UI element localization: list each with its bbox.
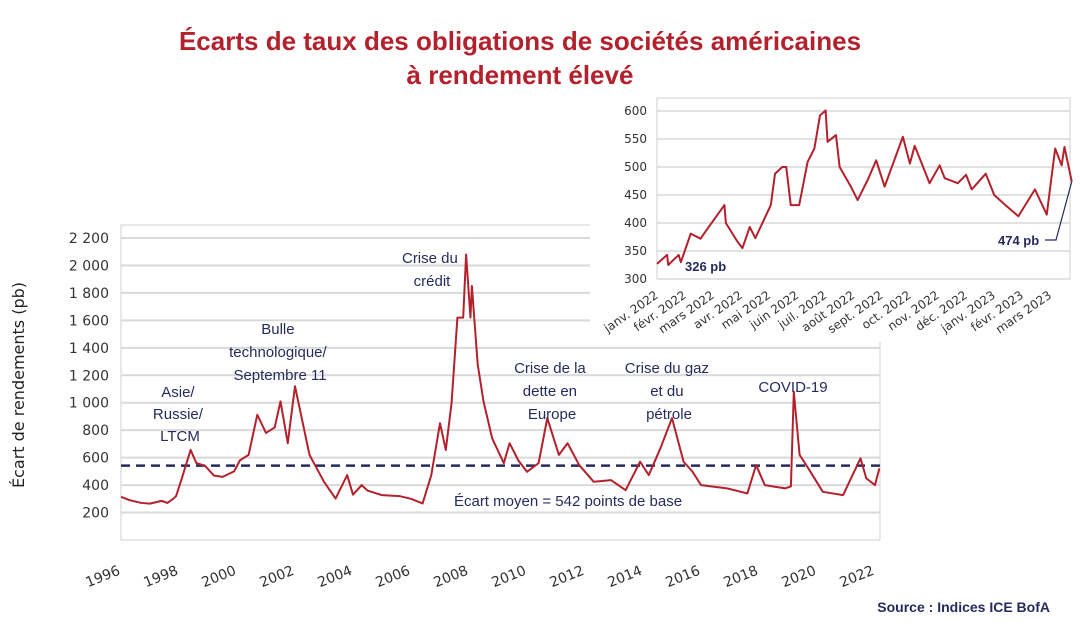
inset-y-tick-label: 450 [624,188,647,202]
annotation-tech-bubble: Bulle technologique/ Septembre 11 [229,321,331,384]
x-tick-label: 2020 [779,563,818,591]
y-tick-label: 2 200 [69,231,109,247]
x-tick-label: 2002 [257,563,296,591]
annotation-credit-crisis: Crise du crédit [402,250,462,290]
x-tick-label: 2016 [663,563,702,591]
annotation-line: et du [650,383,683,400]
annotation-line: Crise du [402,250,458,267]
average-spread-label: Écart moyen = 542 points de base [454,493,682,510]
spread-series-line [120,253,881,505]
chart-title-line-2: à rendement élevé [407,60,634,90]
y-tick-label: 1 000 [69,396,109,412]
annotation-line: LTCM [160,428,200,445]
y-tick-label: 200 [82,506,109,522]
y-tick-label: 1 800 [69,286,109,302]
annotation-line: technologique/ [229,344,327,361]
inset-y-tick-label: 400 [624,216,647,230]
annotation-line: Asie/ [161,384,195,401]
inset-end-leader-line [1045,181,1073,241]
annotation-asia-russia-ltcm: Asie/ Russie/ LTCM [153,384,207,445]
annotation-line: pétrole [646,406,692,423]
x-tick-label: 2018 [721,563,760,591]
x-tick-label: 2012 [547,563,586,591]
inset-series-line [656,109,1073,266]
annotation-line: Bulle [261,321,294,338]
x-tick-label: 1996 [83,563,122,591]
inset-y-tick-label: 300 [624,272,647,286]
annotation-line: Europe [528,406,576,423]
y-tick-label: 1 600 [69,313,109,329]
source-note: Source : Indices ICE BofA [877,599,1050,615]
x-tick-label: 1998 [141,563,180,591]
x-tick-label: 2004 [315,563,354,591]
annotation-line: Crise de la [514,360,586,377]
y-tick-label: 800 [82,423,109,439]
x-tick-label: 2014 [605,563,644,591]
annotation-line: Crise du gaz [625,360,709,377]
x-tick-label: 2000 [199,563,238,591]
main-annotations: Asie/ Russie/ LTCM Bulle technologique/ … [153,250,828,510]
annotation-gas-oil-crisis: Crise du gaz et du pétrole [625,360,713,423]
inset-y-tick-label: 600 [624,104,647,118]
inset-y-tick-label: 550 [624,132,647,146]
annotation-line: Russie/ [153,406,204,423]
annotation-covid: COVID-19 [758,379,827,396]
annotation-line: dette en [523,383,577,400]
x-tick-label: 2022 [837,563,876,591]
y-tick-label: 1 200 [69,368,109,384]
inset-y-tick-label: 350 [624,244,647,258]
annotation-line: Septembre 11 [233,367,326,384]
y-axis-label: Écart de rendements (pb) [9,282,28,488]
inset-y-tick-label: 500 [624,160,647,174]
chart-title-line-1: Écarts de taux des obligations de sociét… [179,26,861,56]
x-tick-label: 2006 [373,563,412,591]
annotation-euro-debt-crisis: Crise de la dette en Europe [514,360,590,423]
y-tick-label: 400 [82,478,109,494]
inset-end-label: 474 pb [998,233,1039,248]
y-tick-label: 600 [82,451,109,467]
y-tick-label: 1 400 [69,341,109,357]
y-tick-label: 2 000 [69,258,109,274]
inset-start-label: 326 pb [685,259,726,274]
annotation-line: crédit [414,273,452,290]
x-tick-label: 2010 [489,563,528,591]
x-tick-label: 2008 [431,563,470,591]
